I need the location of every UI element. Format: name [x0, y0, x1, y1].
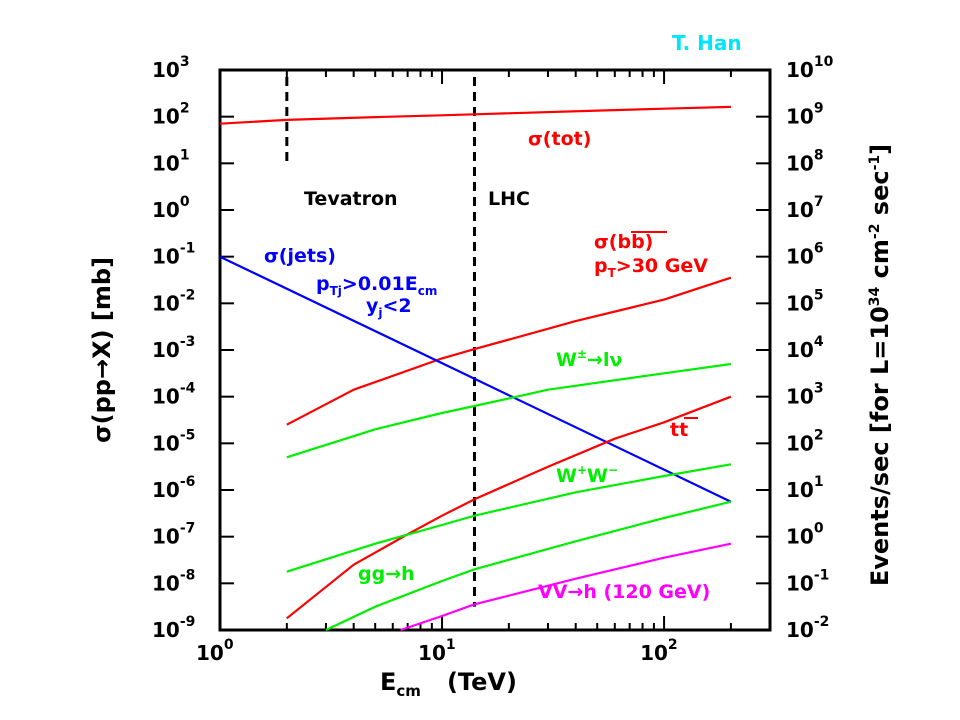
y-axis-title-right-mid: cm — [866, 239, 894, 287]
y-axis-title-right-mid2: sec — [866, 170, 894, 223]
y-tick-label-left: 10-2 — [152, 287, 195, 315]
series-line-WW — [286, 463, 732, 573]
y-axis-title-right-exp3: -1 — [867, 155, 883, 171]
y-tick-label-right: 101 — [786, 474, 824, 502]
y-tick-label-right: 106 — [786, 241, 824, 269]
y-tick-label-left: 10-7 — [152, 521, 195, 549]
y-tick-label-right: 10-1 — [786, 567, 829, 595]
y-tick-label-right: 107 — [786, 194, 824, 222]
series-line-vv — [400, 542, 732, 632]
tot-label: σ(tot) — [528, 128, 591, 150]
x-tick-label: 102 — [640, 637, 678, 665]
series-line-tt — [286, 395, 732, 620]
series-line-jets — [219, 255, 732, 503]
w-label: W±→lν — [556, 347, 622, 371]
plot-frame — [218, 68, 772, 632]
y-tick-label-right: 1010 — [786, 54, 834, 82]
series-line-bb — [286, 276, 732, 426]
x-axis-title: Ecm (TeV) — [380, 668, 517, 700]
y-tick-label-right: 109 — [786, 101, 824, 129]
x-tick-labels: 100 101 102 — [196, 637, 678, 665]
y-tick-label-right: 100 — [786, 521, 824, 549]
y-tick-label-left: 10-8 — [152, 567, 195, 595]
y-tick-label-left: 10-3 — [152, 334, 195, 362]
bb-cut-label: pT>30 GeV — [594, 255, 708, 280]
jets-cut2-label: yj<2 — [366, 295, 412, 320]
y-tick-label-right: 10-2 — [786, 614, 829, 642]
jets-label: σ(jets) — [264, 245, 336, 267]
tick-marks — [220, 70, 770, 630]
collider-lines — [285, 77, 476, 607]
tevatron-label: Tevatron — [304, 188, 398, 210]
y-tick-label-left: 10-6 — [152, 474, 195, 502]
y-tick-label-left: 10-1 — [152, 241, 195, 269]
vv-label: VV→h (120 GeV) — [538, 581, 710, 603]
bb-label: σ(bb) — [594, 231, 653, 253]
series-lines — [219, 105, 732, 632]
lhc-label: LHC — [488, 188, 530, 210]
x-axis-title-main: E — [380, 668, 396, 696]
y-axis-title-right-prefix: Events/sec [for L=10 — [866, 306, 894, 586]
y-tick-label-left: 10-4 — [152, 381, 196, 409]
y-tick-label-right: 102 — [786, 427, 824, 455]
ww-label: W+W− — [556, 463, 618, 487]
y-tick-labels-right: 1010 109 108 107 106 105 104 103 102 101 100 10-1 10… — [786, 54, 834, 642]
y-tick-label-right: 105 — [786, 287, 824, 315]
x-axis-title-sub: cm — [396, 682, 421, 700]
tt-label: tt — [670, 419, 688, 441]
jets-cut1-label: pTj>0.01Ecm — [316, 273, 437, 298]
x-tick-label: 101 — [418, 637, 456, 665]
y-tick-label-left: 10-9 — [152, 614, 195, 642]
series-line-gg — [325, 500, 732, 631]
y-axis-title-right-suffix: ] — [866, 144, 894, 155]
y-tick-label-left: 103 — [152, 54, 190, 82]
series-line-W — [286, 362, 732, 459]
y-axis-title-right-exp2: -2 — [867, 224, 883, 240]
series-line-tot — [219, 105, 731, 125]
y-tick-label-left: 10-5 — [152, 427, 195, 455]
gg-label: gg→h — [358, 563, 415, 585]
y-tick-label-left: 102 — [152, 101, 190, 129]
y-axis-title-right: Events/sec [for L=1034 cm-2 sec-1] — [866, 144, 894, 586]
y-tick-label-right: 104 — [786, 334, 824, 362]
x-tick-label: 100 — [196, 637, 234, 665]
y-axis-title-right-exp1: 34 — [867, 286, 883, 306]
y-tick-label-right: 108 — [786, 147, 824, 175]
y-tick-label-right: 103 — [786, 381, 824, 409]
x-axis-title-unit: (TeV) — [447, 668, 517, 696]
credit-label: T. Han — [672, 31, 742, 55]
y-tick-label-left: 100 — [152, 194, 190, 222]
y-tick-label-left: 101 — [152, 147, 190, 175]
y-tick-labels-left: 103 102 101 100 10-1 10-2 10-3 10-4 10-5 10-6 10-7… — [152, 54, 196, 642]
y-axis-title-left: σ(pp→X) [mb] — [88, 257, 116, 443]
